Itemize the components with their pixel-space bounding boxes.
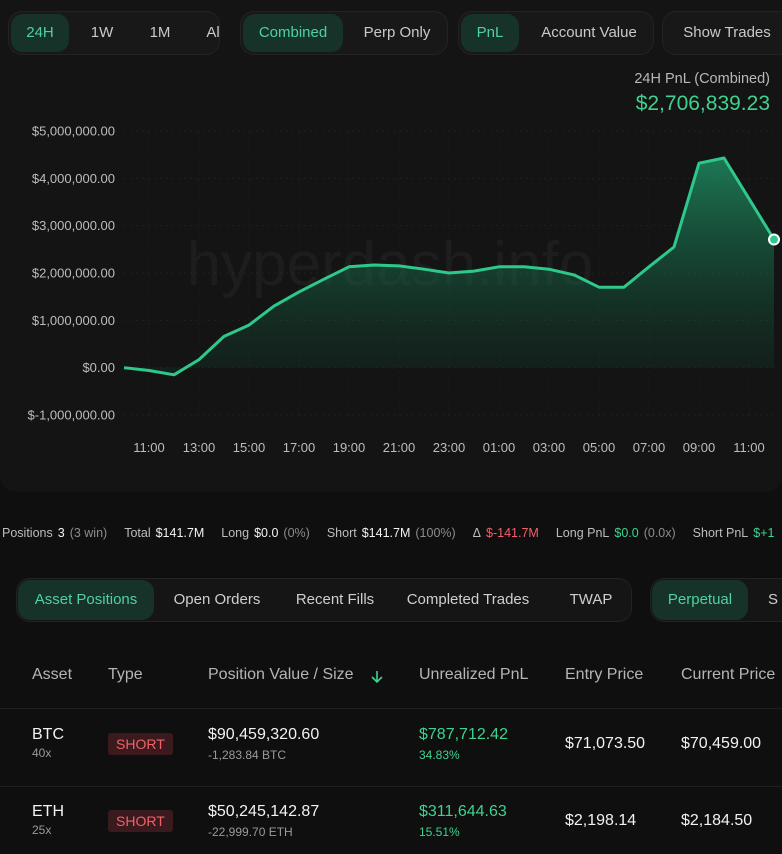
chart-value: $2,706,839.23	[636, 92, 770, 115]
unrealized-pnl: $311,644.63	[419, 803, 507, 820]
type-badge: SHORT	[108, 810, 173, 832]
tab[interactable]: Asset Positions	[18, 580, 154, 620]
show-trades-group: Show Trades	[662, 11, 782, 55]
y-tick-label: $2,000,000.00	[32, 266, 115, 281]
stat-label: Δ	[472, 526, 482, 540]
current-price: $2,184.50	[681, 812, 753, 829]
stat-label: Long PnL	[555, 526, 610, 540]
unrealized-pnl: $787,712.42	[419, 726, 508, 743]
stats-bar: Positions 3 (3 win) Total $141.7M Long $0.0 (0%…	[2, 526, 782, 544]
entry-price: $71,073.50	[565, 735, 646, 752]
line	[123, 156, 776, 377]
column-header[interactable]: Position Value / Size	[208, 666, 354, 683]
y-tick-label: $3,000,000.00	[32, 218, 115, 233]
position-value: $50,245,142.87	[208, 803, 320, 820]
x-tick-label: 19:00	[333, 440, 366, 455]
x-tick-label: 23:00	[433, 440, 466, 455]
stat-label: Long	[221, 526, 250, 540]
stat-note: (0.0x)	[643, 526, 676, 540]
stat-value: $0.0	[614, 526, 639, 540]
timeframe-tabs: 24H 1W 1M Al	[8, 11, 220, 55]
type-badge: SHORT	[108, 733, 173, 755]
column-header: Asset	[32, 666, 73, 683]
x-tick-label: 07:00	[633, 440, 666, 455]
position-value: $90,459,320.60	[208, 726, 320, 743]
x-tick-label: 09:00	[683, 440, 716, 455]
x-tick-label: 01:00	[483, 440, 516, 455]
stat-note: (100%)	[415, 526, 456, 540]
x-tick-label: 11:00	[733, 440, 765, 455]
position-size: -22,999.70 ETH	[208, 825, 293, 839]
end-point	[768, 233, 780, 246]
tab[interactable]: Al	[206, 24, 220, 41]
x-tick-label: 03:00	[533, 440, 566, 455]
x-tick-label: 21:00	[383, 440, 416, 455]
sort-icon[interactable]	[370, 669, 384, 685]
leverage: 25x	[32, 823, 52, 837]
stat-note: (3 win)	[69, 526, 108, 540]
stat-value: $141.7M	[155, 526, 205, 540]
chart: hyperdash.info 24H PnL (Combined) $2,706…	[28, 71, 780, 455]
stat-value: 3	[57, 526, 65, 540]
stat-label: Short	[326, 526, 357, 540]
stat-value: $+1	[753, 526, 775, 540]
column-header: Entry Price	[565, 666, 644, 683]
metric-tabs: PnL Account Value	[458, 11, 654, 55]
x-tick-label: 13:00	[183, 440, 216, 455]
tab[interactable]: 24H	[11, 14, 69, 52]
tab[interactable]: 1W	[90, 24, 114, 41]
tab[interactable]: Open Orders	[173, 591, 261, 608]
tab[interactable]: 1M	[149, 24, 171, 41]
y-tick-label: $4,000,000.00	[32, 171, 115, 186]
row-separator	[0, 708, 782, 709]
column-header: Current Price	[681, 666, 776, 683]
column-header: Unrealized PnL	[419, 666, 529, 683]
tab[interactable]: Perp Only	[363, 24, 431, 41]
entry-price: $2,198.14	[565, 812, 637, 829]
stat-label: Short PnL	[692, 526, 749, 540]
pnl-percent: 34.83%	[419, 748, 460, 762]
stat-label: Positions	[2, 526, 53, 540]
tab[interactable]: TWAP	[569, 591, 613, 608]
tab[interactable]: Account Value	[541, 24, 637, 41]
y-tick-label: $1,000,000.00	[32, 313, 115, 328]
stat-value: $-141.7M	[486, 526, 539, 540]
pnl-percent: 15.51%	[419, 825, 460, 839]
market-tabs: Perpetual S	[650, 578, 782, 622]
y-tick-label: $5,000,000.00	[32, 124, 115, 139]
x-tick-label: 05:00	[583, 440, 616, 455]
tab[interactable]: Combined	[243, 14, 343, 52]
chart-panel	[0, 0, 782, 492]
leverage: 40x	[32, 746, 52, 760]
x-tick-label: 11:00	[133, 440, 165, 455]
stat-note: (0%)	[283, 526, 310, 540]
position-size: -1,283.84 BTC	[208, 748, 287, 762]
area	[124, 158, 774, 375]
x-tick-label: 17:00	[283, 440, 316, 455]
y-tick-label: $-1,000,000.00	[28, 408, 115, 423]
y-tick-label: $0.00	[82, 360, 115, 375]
tab[interactable]: S	[767, 591, 778, 608]
row-separator	[0, 786, 782, 787]
position-tabs: Asset Positions Open Orders Recent Fills…	[16, 578, 632, 622]
stat-label: Total	[124, 526, 151, 540]
stat-value: $0.0	[254, 526, 279, 540]
asset: BTC	[32, 726, 64, 743]
tab[interactable]: Recent Fills	[295, 591, 375, 608]
tab[interactable]: Perpetual	[652, 580, 748, 620]
column-header: Type	[108, 666, 143, 683]
tab[interactable]: Completed Trades	[406, 591, 530, 608]
x-tick-label: 15:00	[233, 440, 266, 455]
asset: ETH	[32, 803, 64, 820]
stat-value: $141.7M	[361, 526, 411, 540]
mode-tabs: Combined Perp Only	[240, 11, 448, 55]
chart-title: 24H PnL (Combined)	[634, 71, 770, 87]
show-trades-button[interactable]: Show Trades	[683, 24, 771, 41]
tab[interactable]: PnL	[461, 14, 519, 52]
current-price: $70,459.00	[681, 735, 762, 752]
